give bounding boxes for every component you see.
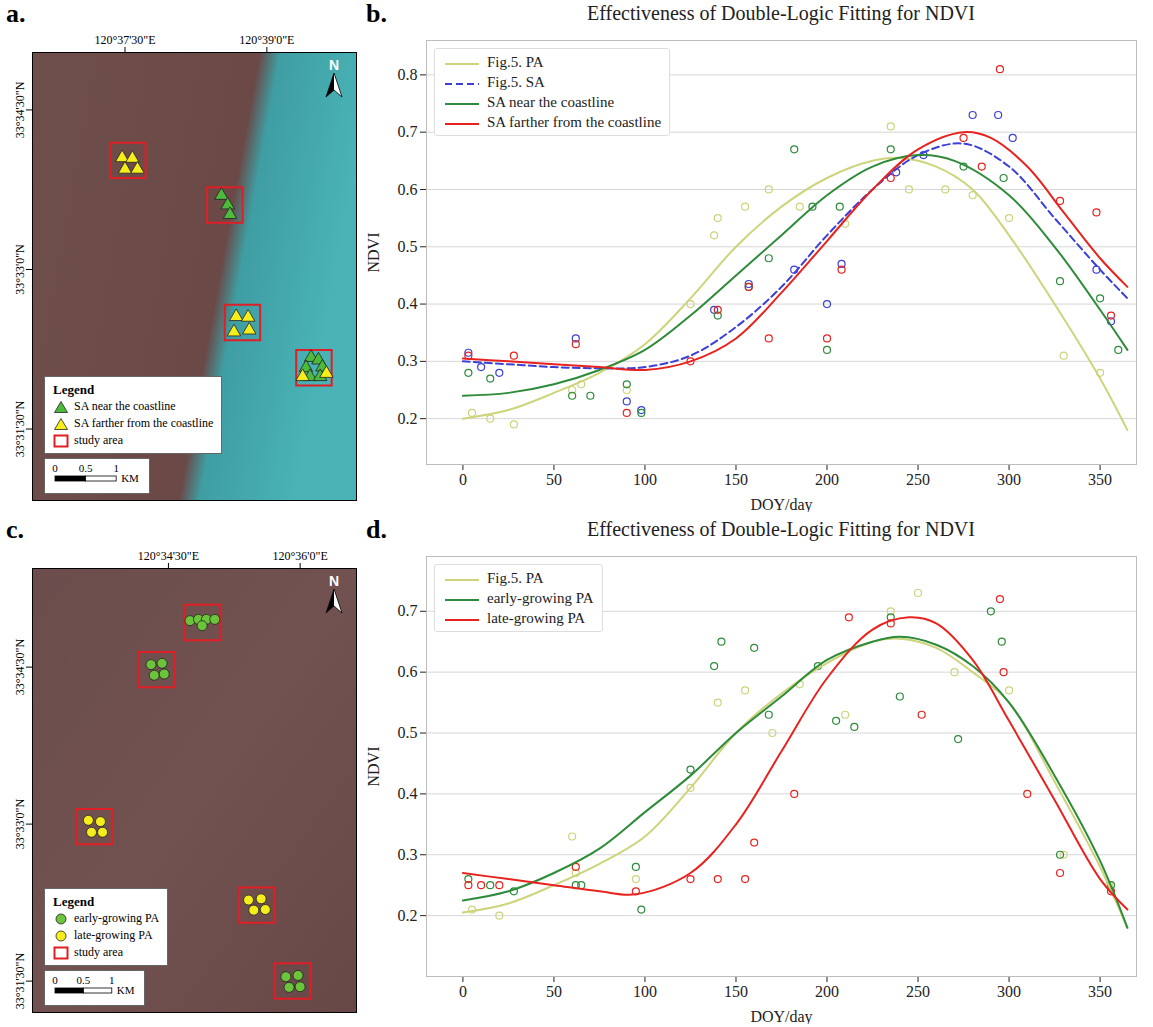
svg-text:250: 250 — [906, 983, 930, 1000]
svg-text:33°33'0"N: 33°33'0"N — [13, 799, 27, 850]
html-text:early-growing PA: early-growing PA — [487, 590, 594, 606]
html-text:N: N — [328, 573, 340, 589]
svg-text:33°31'30"N: 33°31'30"N — [13, 953, 27, 1010]
svg-text:350: 350 — [1088, 983, 1112, 1000]
svg-text:120°36'0"E: 120°36'0"E — [273, 549, 328, 563]
svg-text:0.8: 0.8 — [398, 66, 418, 83]
svg-text:200: 200 — [815, 983, 839, 1000]
svg-text:0: 0 — [459, 471, 467, 488]
svg-text:150: 150 — [724, 983, 748, 1000]
svg-text:120°39'0"E: 120°39'0"E — [239, 33, 294, 47]
svg-text:300: 300 — [997, 471, 1021, 488]
html-text:Legend: Legend — [53, 382, 95, 397]
svg-text:NDVI: NDVI — [365, 233, 382, 273]
svg-text:300: 300 — [997, 983, 1021, 1000]
html-text:c.: c. — [6, 515, 24, 544]
html-text:SA near the coastline: SA near the coastline — [487, 94, 614, 110]
svg-text:200: 200 — [815, 471, 839, 488]
svg-text:0.5: 0.5 — [398, 238, 418, 255]
svg-text:0.7: 0.7 — [398, 123, 418, 140]
svg-text:0.4: 0.4 — [398, 785, 418, 802]
svg-text:0: 0 — [459, 983, 467, 1000]
svg-text:33°34'30"N: 33°34'30"N — [13, 81, 27, 138]
html-text:study area: study area — [74, 433, 123, 447]
html-text:SA near the coastline: SA near the coastline — [74, 399, 176, 413]
svg-text:0.7: 0.7 — [398, 602, 418, 619]
html-text:SA farther from the coastline: SA farther from the coastline — [74, 416, 214, 430]
svg-text:0.3: 0.3 — [398, 846, 418, 863]
svg-text:0.5: 0.5 — [79, 462, 93, 474]
html-text:SA farther from the coastline: SA farther from the coastline — [487, 114, 662, 130]
svg-text:1: 1 — [113, 462, 119, 474]
svg-text:0: 0 — [52, 462, 58, 474]
svg-text:0.5: 0.5 — [398, 724, 418, 741]
svg-text:33°31'30"N: 33°31'30"N — [13, 400, 27, 457]
svg-text:0.6: 0.6 — [398, 181, 418, 198]
svg-text:150: 150 — [724, 471, 748, 488]
html-text:late-growing PA: late-growing PA — [487, 610, 586, 626]
svg-text:DOY/day: DOY/day — [750, 496, 812, 513]
html-text:a.: a. — [6, 0, 26, 28]
svg-text:0.6: 0.6 — [398, 663, 418, 680]
svg-text:0.2: 0.2 — [398, 907, 418, 924]
svg-text:350: 350 — [1088, 471, 1112, 488]
svg-text:120°37'30"E: 120°37'30"E — [94, 33, 155, 47]
svg-text:120°34'30"E: 120°34'30"E — [138, 549, 199, 563]
html-text:N: N — [328, 57, 340, 73]
html-text:early-growing PA: early-growing PA — [74, 911, 160, 925]
svg-text:33°34'30"N: 33°34'30"N — [13, 639, 27, 696]
svg-text:50: 50 — [546, 983, 562, 1000]
svg-text:0.4: 0.4 — [398, 295, 418, 312]
svg-text:0.2: 0.2 — [398, 410, 418, 427]
svg-text:0.3: 0.3 — [398, 352, 418, 369]
svg-text:KM: KM — [117, 984, 135, 996]
html-text:Effectiveness of Double-Logic: Effectiveness of Double-Logic Fitting fo… — [587, 518, 975, 540]
html-text:Effectiveness of Double-Logic: Effectiveness of Double-Logic Fitting fo… — [587, 2, 975, 24]
svg-text:KM: KM — [121, 472, 139, 484]
svg-text:33°33'0"N: 33°33'0"N — [13, 244, 27, 295]
svg-text:0: 0 — [52, 974, 58, 986]
svg-text:100: 100 — [633, 983, 657, 1000]
svg-text:100: 100 — [633, 471, 657, 488]
html-text:Fig.5. SA: Fig.5. SA — [487, 74, 545, 90]
svg-text:0.5: 0.5 — [77, 974, 91, 986]
html-text:d.: d. — [366, 515, 387, 544]
html-text:b.: b. — [366, 0, 387, 28]
html-text:Legend: Legend — [53, 894, 95, 909]
svg-text:250: 250 — [906, 471, 930, 488]
html-text:Fig.5. PA: Fig.5. PA — [487, 570, 544, 586]
html-text:Fig.5. PA: Fig.5. PA — [487, 54, 544, 70]
svg-text:50: 50 — [546, 471, 562, 488]
html-text:study area: study area — [74, 945, 123, 959]
svg-text:DOY/day: DOY/day — [750, 1008, 812, 1025]
html-text:late-growing PA: late-growing PA — [74, 928, 153, 942]
svg-text:1: 1 — [109, 974, 115, 986]
svg-text:NDVI: NDVI — [365, 747, 382, 787]
